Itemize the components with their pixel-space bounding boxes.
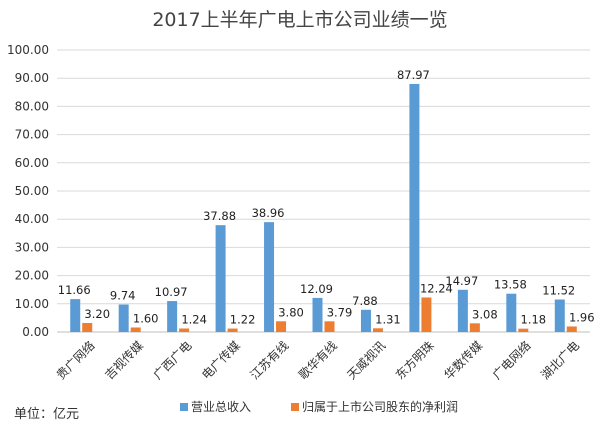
bar-net-profit (372, 328, 383, 332)
chart-title: 2017上半年广电上市公司业绩一览 (152, 9, 447, 31)
unit-note: 单位：亿元 (14, 407, 79, 422)
data-label-revenue: 10.97 (155, 285, 188, 299)
bar-net-profit (276, 321, 287, 332)
x-category-label: 广西广电 (151, 338, 195, 382)
data-label-revenue: 14.97 (445, 274, 478, 288)
data-label-revenue: 11.52 (542, 284, 575, 298)
bar-net-profit (324, 321, 335, 332)
data-label-net-profit: 1.31 (375, 312, 401, 326)
data-label-net-profit: 1.96 (569, 310, 595, 324)
data-label-net-profit: 3.20 (84, 307, 110, 321)
y-tick-label: 90.00 (15, 71, 49, 85)
bar-net-profit (227, 328, 238, 332)
bar-revenue (506, 293, 517, 332)
gridlines (57, 49, 590, 333)
bar-net-profit (566, 326, 577, 332)
bar-revenue (409, 83, 420, 333)
data-label-net-profit: 12.24 (420, 281, 453, 295)
bar-net-profit (82, 322, 93, 332)
data-label-revenue: 11.66 (58, 283, 91, 297)
data-label-revenue: 37.88 (203, 209, 236, 223)
y-tick-label: 40.00 (15, 212, 49, 226)
bar-revenue (215, 225, 226, 332)
bar-revenue (70, 299, 81, 332)
y-tick-label: 20.00 (15, 269, 49, 283)
data-label-net-profit: 1.60 (133, 311, 159, 325)
bar-revenue (167, 301, 178, 332)
x-category-label: 贵广网络 (53, 338, 98, 383)
bar-revenue (118, 304, 129, 332)
bar-revenue (360, 309, 371, 332)
x-category-label: 电广传媒 (198, 338, 243, 383)
bar-revenue (554, 299, 565, 332)
data-label-net-profit: 1.24 (181, 313, 207, 327)
x-category-label: 吉视传媒 (101, 338, 146, 383)
bar-net-profit (130, 327, 141, 332)
bars: 11.66 3.209.74 1.60 10.97 1.24 37.88 1.22 38.96… (58, 68, 595, 333)
x-category-label: 广电网络 (489, 338, 534, 383)
legend: 营业总收入 归属于上市公司股东的净利润 (180, 399, 458, 414)
data-label-revenue: 12.09 (300, 282, 333, 296)
data-label-net-profit: 1.22 (230, 313, 256, 327)
y-tick-label: 50.00 (15, 184, 49, 198)
y-tick-label: 60.00 (15, 156, 49, 170)
bar-revenue (264, 222, 275, 332)
y-tick-label: 80.00 (15, 99, 49, 113)
x-category-label: 歌华有线 (295, 338, 340, 383)
legend-swatch-revenue (180, 403, 188, 411)
legend-label-net-profit: 归属于上市公司股东的净利润 (302, 399, 458, 414)
bar-net-profit (518, 328, 529, 332)
x-category-label: 天威视讯 (344, 338, 389, 383)
y-axis: 0.00 10.00 20.00 30.00 40.00 50.00 60.00 70.00 8… (7, 43, 49, 339)
y-tick-label: 70.00 (15, 128, 49, 142)
x-axis: 贵广网络 吉视传媒 广西广电 电广传媒 江苏有线 歌华有线 天威视讯 东方明珠 华数传媒 广电网络… (53, 338, 582, 383)
legend-label-revenue: 营业总收入 (191, 400, 251, 414)
data-label-net-profit: 3.79 (327, 305, 353, 319)
bar-net-profit (179, 328, 190, 332)
data-label-revenue: 38.96 (252, 206, 285, 220)
bar-revenue (312, 297, 323, 332)
y-tick-label: 100.00 (7, 43, 49, 57)
x-category-label: 华数传媒 (441, 338, 486, 383)
bar-revenue (457, 289, 468, 332)
y-tick-label: 0.00 (22, 325, 49, 339)
data-label-net-profit: 3.08 (472, 307, 498, 321)
bar-net-profit (469, 323, 480, 332)
data-label-revenue: 7.88 (352, 294, 378, 308)
bar-net-profit (421, 297, 432, 332)
x-category-label: 湖北广电 (538, 338, 583, 383)
data-label-net-profit: 1.18 (521, 313, 547, 327)
data-label-net-profit: 3.80 (278, 305, 304, 319)
y-tick-label: 30.00 (15, 240, 49, 254)
x-category-label: 东方明珠 (392, 338, 437, 383)
data-label-revenue: 87.97 (397, 68, 430, 82)
y-tick-label: 10.00 (15, 297, 49, 311)
legend-swatch-net-profit (291, 403, 299, 411)
x-category-label: 江苏有线 (248, 338, 292, 382)
data-label-revenue: 9.74 (110, 289, 136, 303)
data-label-revenue: 13.58 (494, 278, 527, 292)
